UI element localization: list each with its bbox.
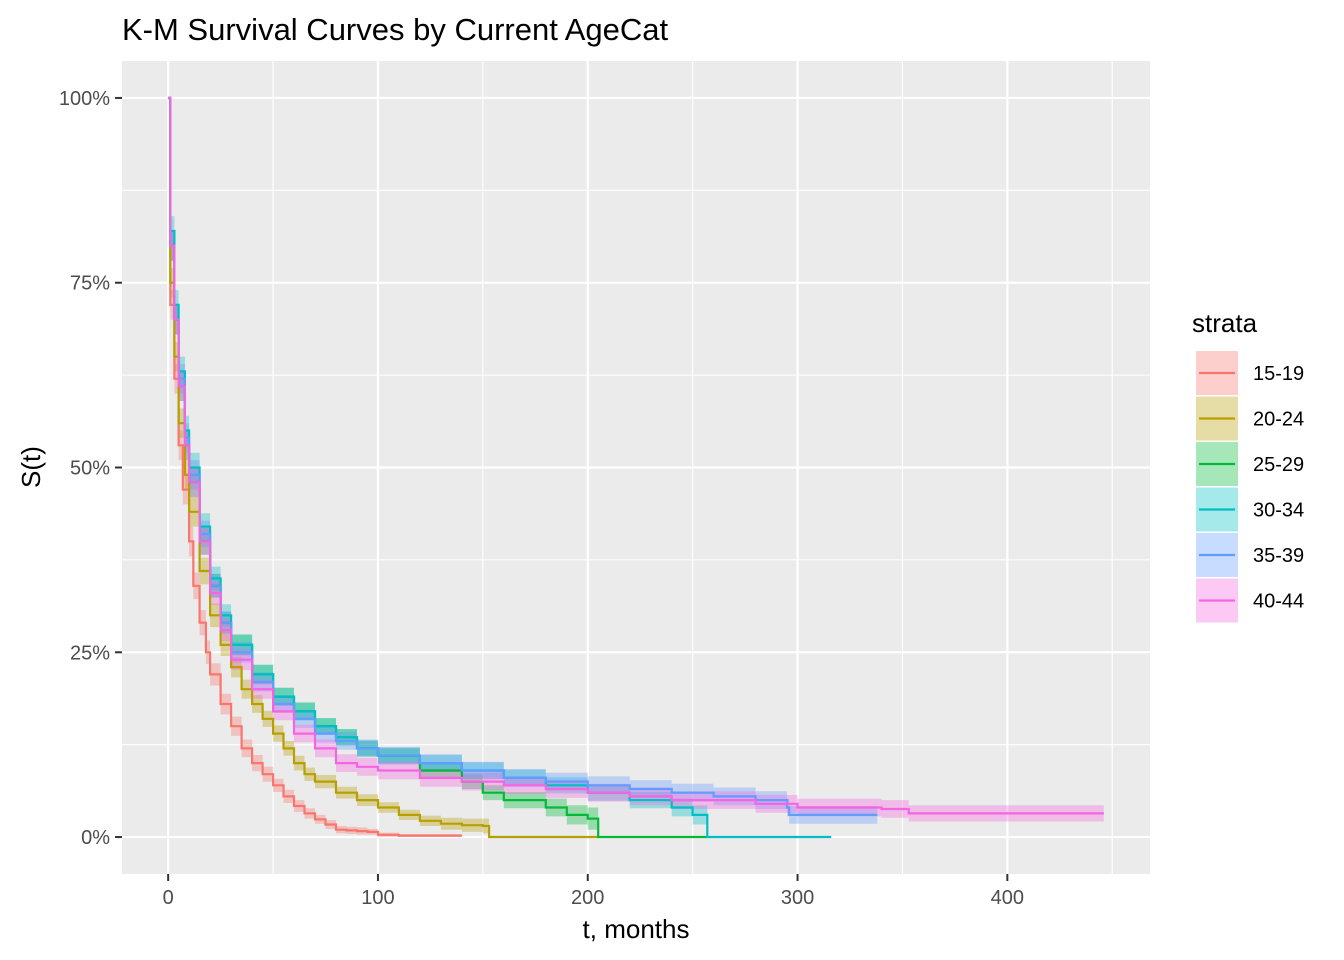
legend-title: strata (1192, 308, 1258, 338)
x-tick-label: 200 (571, 887, 604, 909)
y-tick-label: 25% (70, 642, 110, 664)
x-axis-title: t, months (583, 914, 690, 944)
legend: 15-19 20-24 25-29 30-34 35-39 40-44 (1196, 351, 1304, 623)
y-tick-label: 50% (70, 458, 110, 480)
legend-label-40-44: 40-44 (1253, 591, 1304, 613)
curve-40-44 (168, 96, 1104, 815)
y-axis-ticks: 0% 25% 50% 75% 100% (59, 88, 122, 849)
x-tick-label: 100 (361, 887, 394, 909)
legend-label-30-34: 30-34 (1253, 500, 1304, 522)
y-tick-label: 100% (59, 88, 110, 110)
x-tick-label: 400 (991, 887, 1024, 909)
curve-35-39 (168, 96, 878, 816)
chart-title: K-M Survival Curves by Current AgeCat (122, 12, 669, 47)
legend-label-25-29: 25-29 (1253, 454, 1304, 476)
x-tick-label: 0 (163, 887, 174, 909)
x-axis-ticks: 0 100 200 300 400 (163, 874, 1024, 909)
legend-label-35-39: 35-39 (1253, 545, 1304, 567)
survival-curves (168, 96, 1104, 839)
y-tick-label: 0% (81, 827, 110, 849)
y-tick-label: 75% (70, 273, 110, 295)
x-tick-label: 300 (781, 887, 814, 909)
legend-label-15-19: 15-19 (1253, 363, 1304, 385)
legend-label-20-24: 20-24 (1253, 409, 1304, 431)
y-axis-title: S(t) (16, 446, 46, 488)
